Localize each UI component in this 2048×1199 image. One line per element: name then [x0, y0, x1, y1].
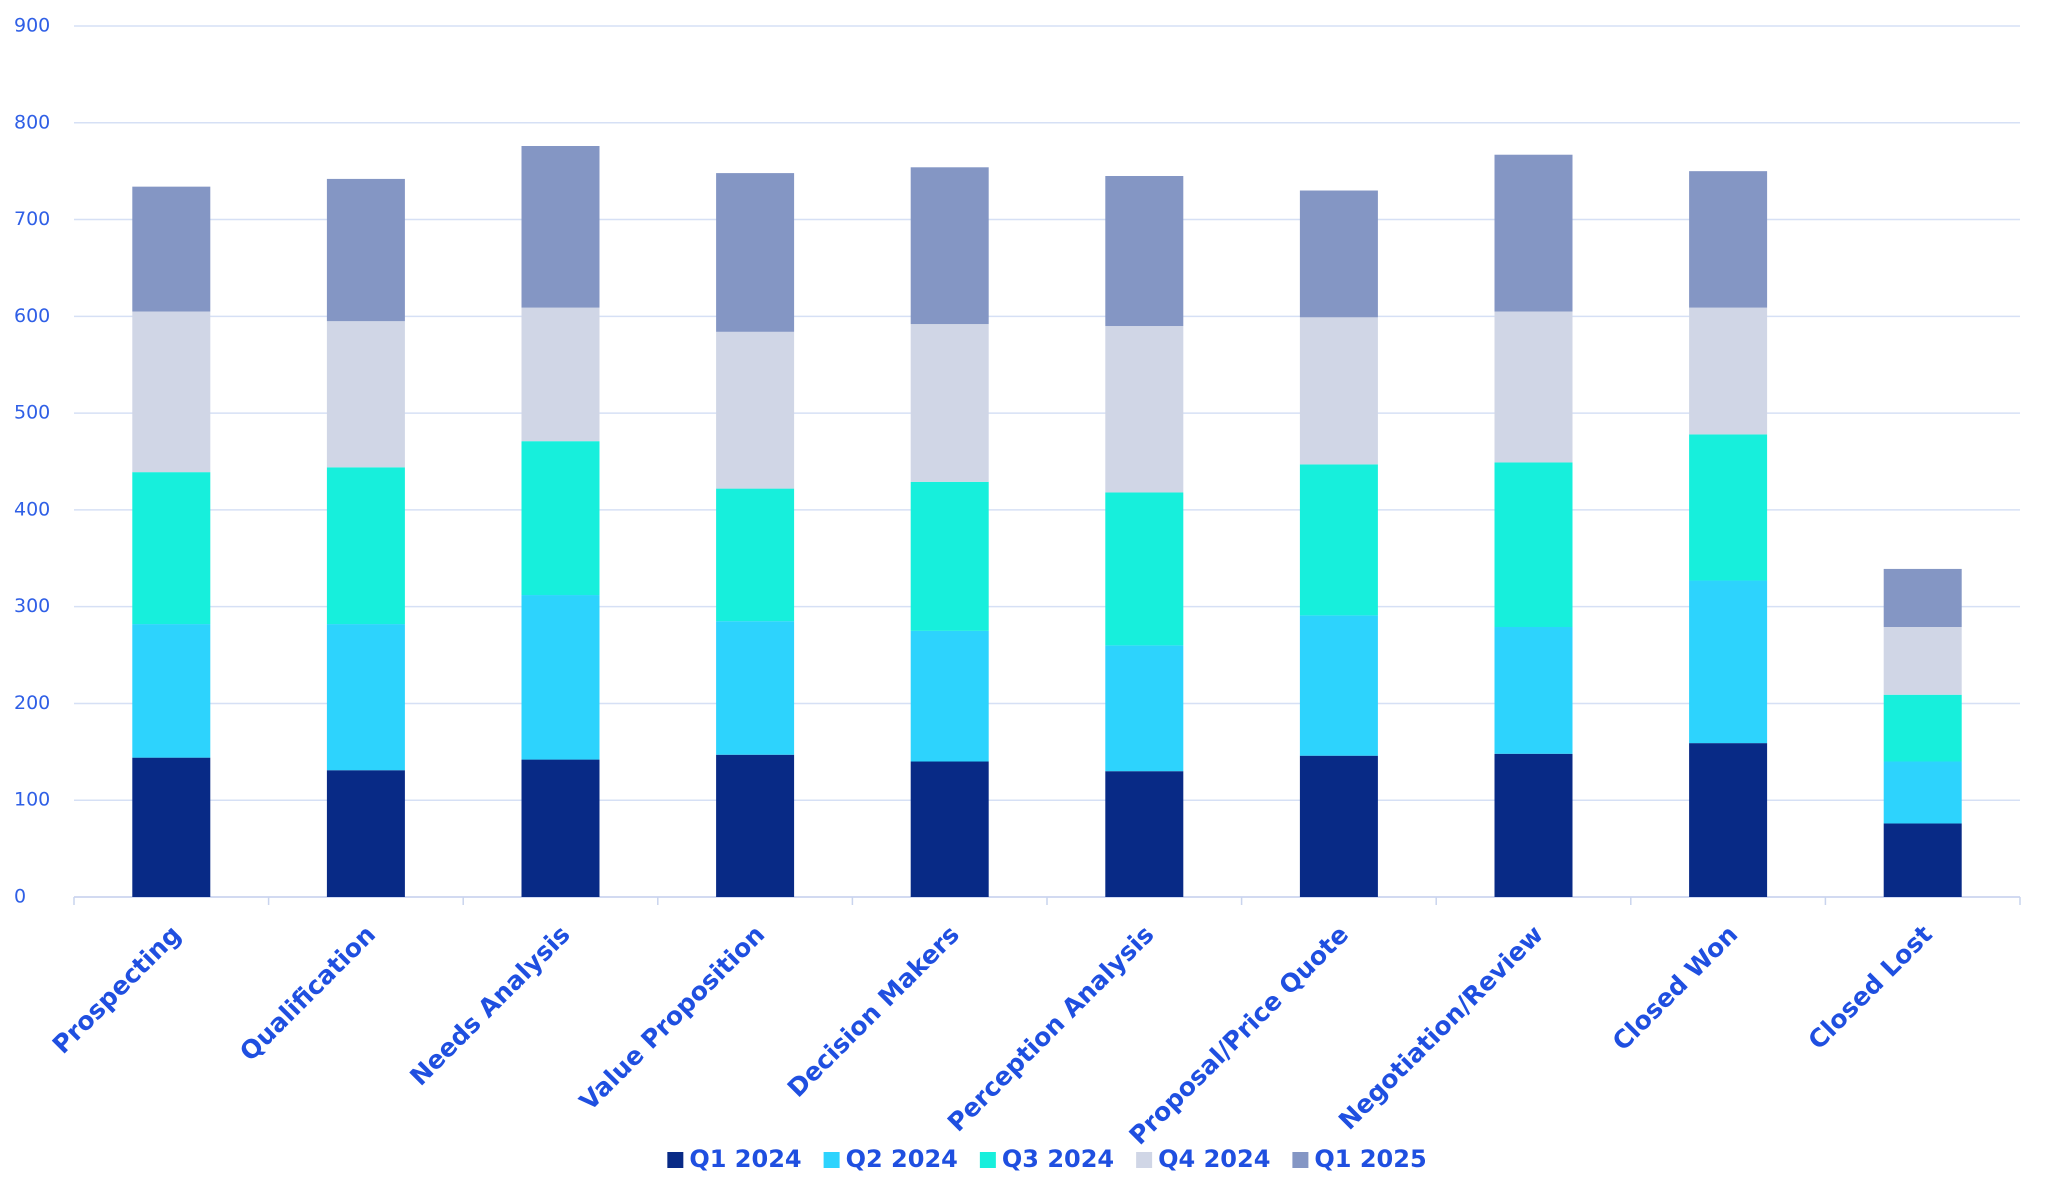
bar-segment	[1494, 626, 1573, 754]
bar-segment	[326, 770, 405, 897]
bar-segment	[1494, 462, 1573, 627]
x-tick-label: Negotiation/Review	[1333, 920, 1549, 1136]
bar-segment	[1105, 771, 1184, 897]
legend-swatch	[667, 1152, 684, 1168]
bar-segment	[716, 488, 795, 622]
x-tick-label: Prospecting	[47, 920, 187, 1060]
y-tick-label: 400	[14, 498, 50, 520]
bar-segment	[716, 331, 795, 489]
legend-label: Q2 2024	[846, 1145, 958, 1173]
legend-swatch	[979, 1152, 996, 1168]
bar-segment	[521, 759, 600, 897]
x-tick-label: Closed Lost	[1803, 920, 1938, 1055]
y-tick-label: 900	[14, 15, 50, 37]
bar-segment	[1689, 743, 1768, 897]
x-tick-label: Needs Analysis	[404, 920, 575, 1091]
bar-segment	[910, 761, 989, 897]
y-tick-label: 200	[14, 692, 50, 714]
bar-segment	[1299, 464, 1378, 616]
y-tick-label: 500	[14, 402, 50, 424]
bar-segment	[521, 307, 600, 442]
legend-label: Q3 2024	[1002, 1145, 1114, 1173]
bar-segment	[1494, 311, 1573, 463]
bar-segment	[1689, 307, 1768, 435]
legend-label: Q1 2025	[1314, 1145, 1426, 1173]
y-tick-label: 100	[14, 789, 50, 811]
bar-segment	[1494, 753, 1573, 897]
y-tick-label: 300	[14, 595, 50, 617]
legend: Q1 2024 Q2 2024 Q3 2024 Q4 2024 Q1 2025	[667, 1145, 1427, 1173]
bar-segment	[1105, 176, 1184, 327]
bar-segment	[1299, 317, 1378, 465]
bar-segment	[132, 186, 211, 312]
bar-segment	[1105, 645, 1184, 772]
bar-segment	[1689, 434, 1768, 581]
legend-label: Q4 2024	[1158, 1145, 1270, 1173]
y-tick-label: 0	[14, 886, 26, 908]
bar-segment	[132, 757, 211, 897]
bar-segment	[910, 481, 989, 631]
bar-segment	[1883, 823, 1962, 897]
bar-segment	[326, 321, 405, 468]
bar-segment	[326, 624, 405, 771]
bar-segment	[1494, 154, 1573, 312]
bar-segment	[521, 441, 600, 596]
legend-swatch	[823, 1152, 840, 1168]
bar-segment	[910, 167, 989, 325]
bar-segment	[1299, 755, 1378, 897]
x-tick-label: Perception Analysis	[942, 920, 1160, 1138]
bar-segment	[1883, 568, 1962, 627]
bar-segment	[132, 311, 211, 473]
bar-segment	[1299, 615, 1378, 756]
bar-segment	[1883, 626, 1962, 695]
x-tick-label: Proposal/Price Quote	[1123, 920, 1354, 1151]
bar-segment	[1105, 326, 1184, 493]
x-tick-label: Closed Won	[1607, 920, 1744, 1057]
bar-segment	[716, 173, 795, 332]
bar-segment	[521, 595, 600, 760]
bar-segment	[326, 467, 405, 625]
bar-segment	[326, 178, 405, 322]
y-tick-label: 600	[14, 305, 50, 327]
legend-swatch	[1292, 1152, 1309, 1168]
bar-segment	[1883, 761, 1962, 824]
y-tick-label: 800	[14, 111, 50, 133]
x-tick-label: Qualification	[234, 920, 381, 1067]
x-tick-label: Decision Makers	[782, 920, 965, 1103]
bar-segment	[1105, 492, 1184, 646]
bar-segment	[132, 624, 211, 758]
bar-segment	[1299, 190, 1378, 318]
bar-segment	[132, 472, 211, 625]
bar-segment	[716, 754, 795, 897]
bar-segment	[910, 324, 989, 482]
bar-segment	[1689, 171, 1768, 308]
legend-label: Q1 2024	[689, 1145, 801, 1173]
bar-segment	[1883, 694, 1962, 762]
x-tick-label: Value Proposition	[574, 920, 770, 1116]
bar-segment	[1689, 580, 1768, 744]
y-tick-label: 700	[14, 208, 50, 230]
bar-segment	[521, 146, 600, 308]
legend-swatch	[1136, 1152, 1153, 1168]
bar-segment	[910, 630, 989, 762]
bar-segment	[716, 621, 795, 755]
